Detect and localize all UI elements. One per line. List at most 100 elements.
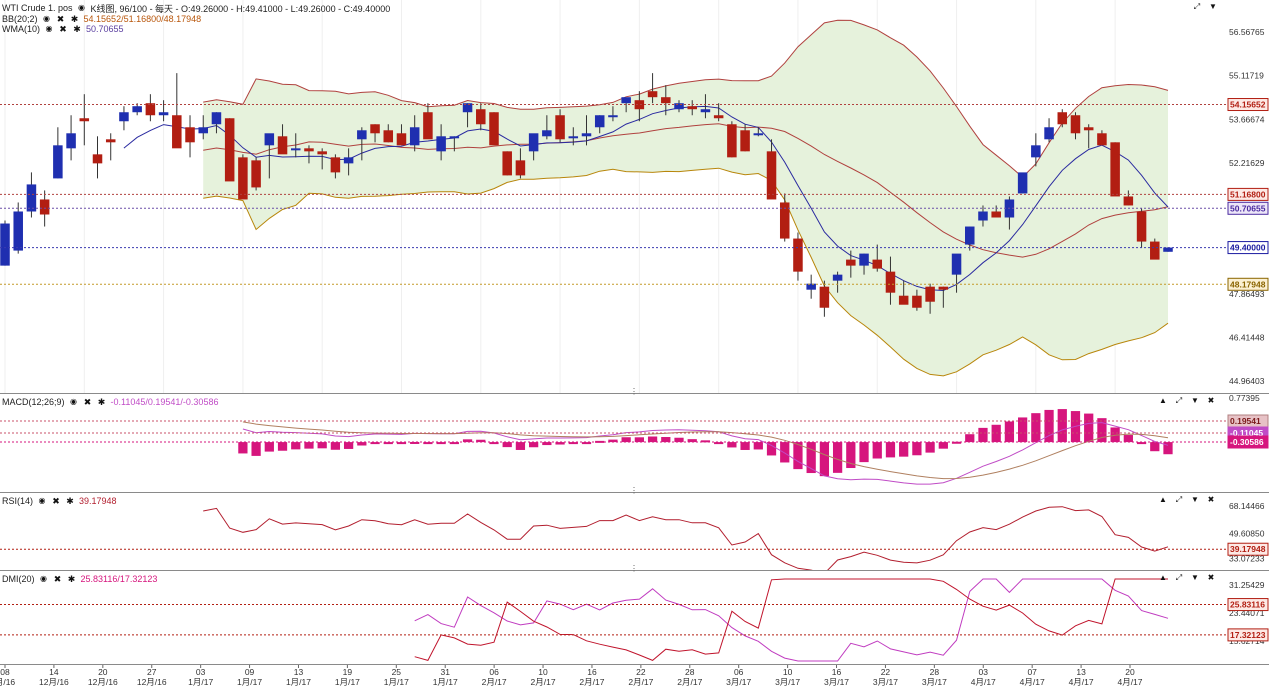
x-tick-month: 4月/17 — [1020, 677, 1045, 687]
gear-icon[interactable]: ✱ — [73, 24, 81, 34]
candle-body — [489, 112, 499, 146]
expand-icon[interactable]: ⤢ — [1175, 573, 1183, 582]
macd-histogram-bar — [595, 440, 605, 443]
gear-icon[interactable]: ✱ — [97, 397, 106, 407]
candle-body — [172, 115, 182, 149]
candle-body — [779, 202, 790, 239]
dmi-minus-line — [414, 578, 1168, 661]
price-pane[interactable]: 56.5676555.1171953.6667452.2162950.76583… — [0, 0, 1269, 393]
y-tick-label: 33.07233 — [1229, 553, 1265, 563]
price-pane-controls: ⤢ ▼ — [1192, 2, 1218, 12]
macd-histogram-bar — [383, 442, 393, 445]
x-tick-day: 07 — [1027, 667, 1037, 677]
close-pane-icon[interactable]: ✖ — [1207, 396, 1215, 405]
price-tag-wma-bg — [1227, 201, 1269, 215]
candle-body — [185, 127, 195, 143]
macd-histogram-bar — [1084, 413, 1094, 443]
candle-body — [621, 97, 631, 104]
x-tick-day: 13 — [1076, 667, 1086, 677]
pane-resize-handle[interactable]: ⋮ — [630, 387, 638, 396]
macd-histogram-bar — [251, 442, 261, 456]
candle-body — [264, 133, 275, 146]
candle-body — [885, 271, 896, 293]
macd-histogram-bar — [436, 442, 446, 445]
macd-histogram-bar — [462, 439, 473, 443]
price-tag-close: 49.40000 — [1230, 243, 1266, 253]
candle-body — [357, 130, 367, 140]
pane-resize-handle[interactable]: ⋮ — [630, 486, 638, 495]
date-axis[interactable]: 08月/161412月/162012月/162712月/16031月/17091… — [0, 664, 1269, 687]
move-up-icon[interactable]: ▲ — [1159, 396, 1167, 405]
gear-icon[interactable]: ✱ — [70, 14, 79, 24]
x-tick-month: 12月/16 — [137, 677, 167, 687]
move-up-icon[interactable]: ▲ — [1159, 495, 1167, 504]
close-icon[interactable]: ✖ — [53, 574, 62, 584]
candle-body — [727, 124, 737, 158]
macd-histogram-bar — [343, 442, 354, 449]
macd-histogram-bar — [819, 442, 830, 477]
candle-body — [819, 286, 830, 308]
x-tick-month: 1月/17 — [384, 677, 409, 687]
date-axis-labels: 08月/161412月/162012月/162712月/16031月/17091… — [0, 665, 1143, 687]
x-tick-day: 16 — [587, 667, 597, 677]
macd-histogram-bar — [608, 439, 618, 443]
macd-histogram-bar — [238, 442, 248, 454]
macd-histogram-bar — [1123, 435, 1133, 443]
move-down-icon[interactable]: ▼ — [1191, 573, 1199, 582]
x-tick-day: 22 — [636, 667, 646, 677]
macd-chart[interactable]: 0.77395 0.19541 -0.11045-0.30586 — [0, 394, 1269, 492]
eye-icon[interactable]: ◉ — [78, 3, 86, 12]
close-icon[interactable]: ✖ — [56, 14, 65, 24]
rsi-pane[interactable]: ⋮ 68.14466 49.60850 33.07233 39.17948 RSI(1… — [0, 486, 1269, 570]
eye-icon[interactable]: ◉ — [70, 397, 78, 406]
candle-body — [290, 148, 301, 151]
macd-histogram-bar — [661, 437, 671, 443]
move-down-icon[interactable]: ▼ — [1209, 2, 1217, 11]
eye-icon[interactable]: ◉ — [40, 574, 47, 583]
candle-body — [13, 211, 23, 251]
candle-body — [66, 133, 76, 149]
candle-body — [1083, 127, 1094, 131]
candle-body — [396, 133, 407, 146]
candle-body — [238, 157, 248, 200]
close-icon[interactable]: ✖ — [59, 24, 67, 34]
move-up-icon[interactable]: ▲ — [1159, 573, 1167, 582]
move-down-icon[interactable]: ▼ — [1191, 396, 1199, 405]
candle-body — [991, 211, 1001, 218]
x-tick-day: 20 — [1125, 667, 1135, 677]
macd-histogram-bar — [925, 442, 935, 453]
candle-body — [846, 259, 856, 266]
eye-icon[interactable]: ◉ — [38, 496, 46, 505]
price-chart[interactable]: 56.5676555.1171953.6667452.2162950.76583… — [0, 0, 1269, 393]
gear-icon[interactable]: ✱ — [66, 496, 74, 506]
price-tag-bb_mid: 51.16800 — [1230, 189, 1266, 199]
wma-line — [123, 105, 1169, 292]
x-tick-day: 27 — [147, 667, 157, 677]
rsi-tag: 39.17948 — [1230, 544, 1266, 554]
dmi-pane-controls: ▲ ⤢ ▼ ✖ — [1158, 573, 1216, 583]
macd-histogram-bar — [317, 442, 327, 449]
close-pane-icon[interactable]: ✖ — [1207, 573, 1215, 582]
expand-icon[interactable]: ⤢ — [1193, 2, 1201, 11]
gear-icon[interactable]: ✱ — [67, 574, 76, 584]
move-down-icon[interactable]: ▼ — [1191, 495, 1199, 504]
candle-body — [740, 130, 750, 152]
price-tag-close-bg — [1227, 241, 1269, 255]
dmi-pane[interactable]: ⋮ 31.2542923.4407115.6271425.8311617.321… — [0, 564, 1269, 664]
close-icon[interactable]: ✖ — [52, 496, 60, 506]
macd-pane[interactable]: ⋮ 0.77395 0.19541 -0.11045 -0.30586 MACD(12… — [0, 387, 1269, 492]
candle-body — [766, 151, 777, 200]
close-pane-icon[interactable]: ✖ — [1207, 495, 1215, 504]
expand-icon[interactable]: ⤢ — [1175, 495, 1183, 504]
expand-icon[interactable]: ⤢ — [1175, 396, 1183, 405]
dmi-header: DMI(20) ◉ ✖ ✱ 25.83116/17.32123 — [2, 573, 157, 585]
pane-resize-handle[interactable]: ⋮ — [630, 564, 638, 573]
candle-body — [409, 127, 420, 146]
candle-body — [317, 151, 327, 155]
eye-icon[interactable]: ◉ — [43, 14, 51, 23]
close-icon[interactable]: ✖ — [83, 397, 92, 407]
eye-icon[interactable]: ◉ — [45, 24, 53, 33]
candle-body — [687, 106, 697, 110]
